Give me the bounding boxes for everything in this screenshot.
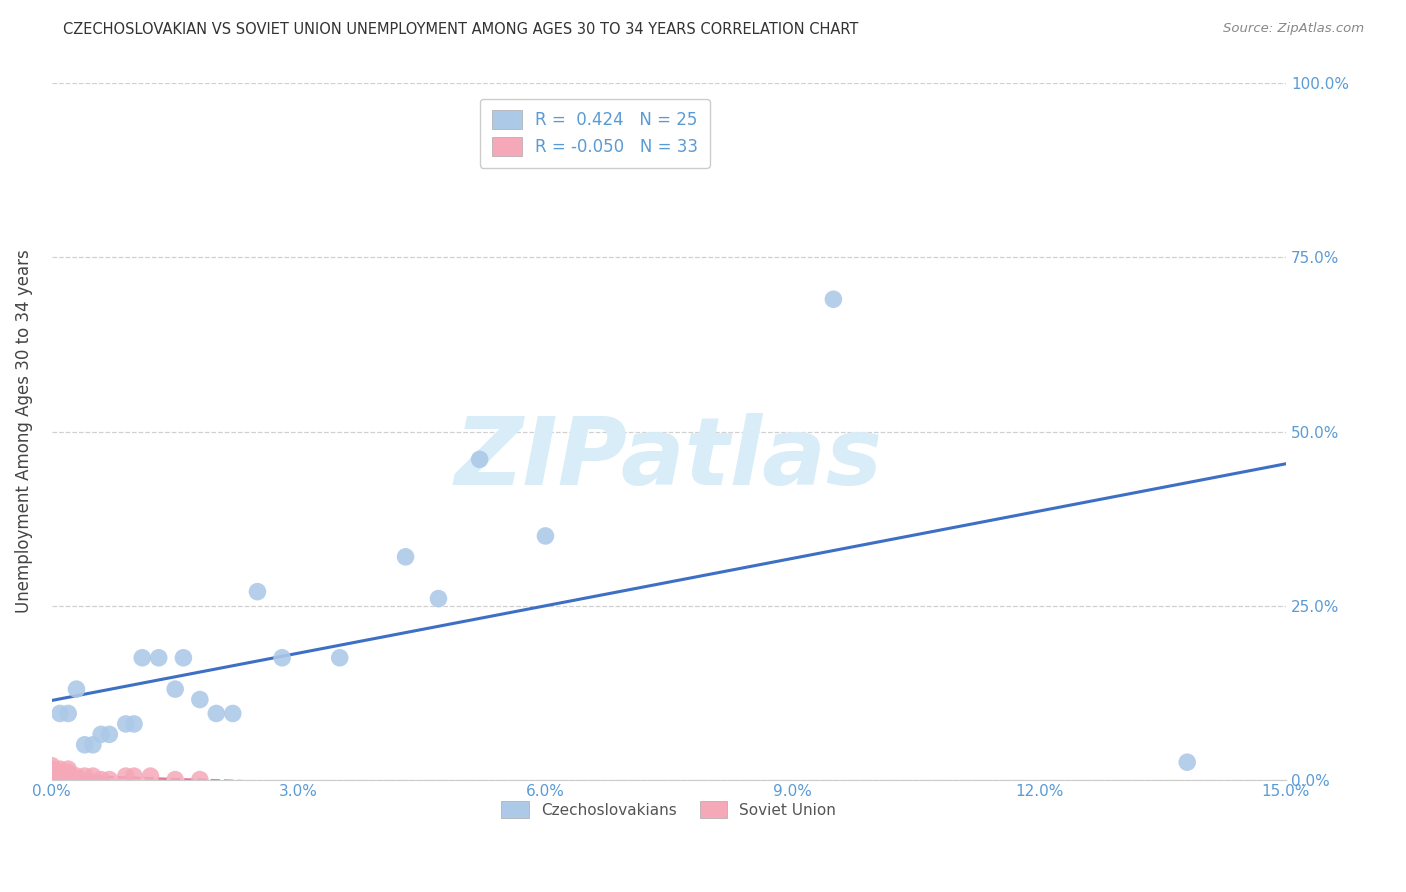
Point [82,738,104,752]
Point [41,769,63,783]
Point [1175,755,1198,769]
Point [65,772,87,787]
Point [58,769,80,783]
Point [73,738,96,752]
Point [394,549,416,564]
Point [58,772,80,787]
Point [65,772,87,787]
Point [73,769,96,783]
Point [41,772,63,787]
Point [534,529,557,543]
Point [49,706,72,721]
Point [90,727,112,741]
Text: CZECHOSLOVAKIAN VS SOVIET UNION UNEMPLOYMENT AMONG AGES 30 TO 34 YEARS CORRELATI: CZECHOSLOVAKIAN VS SOVIET UNION UNEMPLOY… [63,22,859,37]
Point [823,292,845,306]
Point [49,769,72,783]
Point [41,765,63,780]
Point [90,772,112,787]
Point [188,772,211,787]
Point [58,762,80,776]
Point [122,769,145,783]
Legend: Czechoslovakians, Soviet Union: Czechoslovakians, Soviet Union [495,796,842,824]
Point [49,762,72,776]
Point [271,650,294,665]
Point [41,758,63,772]
Point [246,584,269,599]
Point [49,765,72,780]
Point [98,772,121,787]
Point [165,772,187,787]
Text: Source: ZipAtlas.com: Source: ZipAtlas.com [1223,22,1364,36]
Point [427,591,450,606]
Point [65,682,87,697]
Point [222,706,245,721]
Point [114,717,136,731]
Point [65,769,87,783]
Point [41,772,63,787]
Y-axis label: Unemployment Among Ages 30 to 34 years: Unemployment Among Ages 30 to 34 years [15,250,32,614]
Point [205,706,228,721]
Text: ZIPatlas: ZIPatlas [454,413,883,506]
Point [58,772,80,787]
Point [82,769,104,783]
Point [131,650,153,665]
Point [41,765,63,780]
Point [122,717,145,731]
Point [58,769,80,783]
Point [188,692,211,706]
Point [41,762,63,776]
Point [58,706,80,721]
Point [49,772,72,787]
Point [148,650,170,665]
Point [165,682,187,697]
Point [58,765,80,780]
Point [468,452,491,467]
Point [172,650,194,665]
Point [114,769,136,783]
Point [329,650,352,665]
Point [41,772,63,787]
Point [98,727,121,741]
Point [49,772,72,787]
Point [41,769,63,783]
Point [139,769,162,783]
Point [49,769,72,783]
